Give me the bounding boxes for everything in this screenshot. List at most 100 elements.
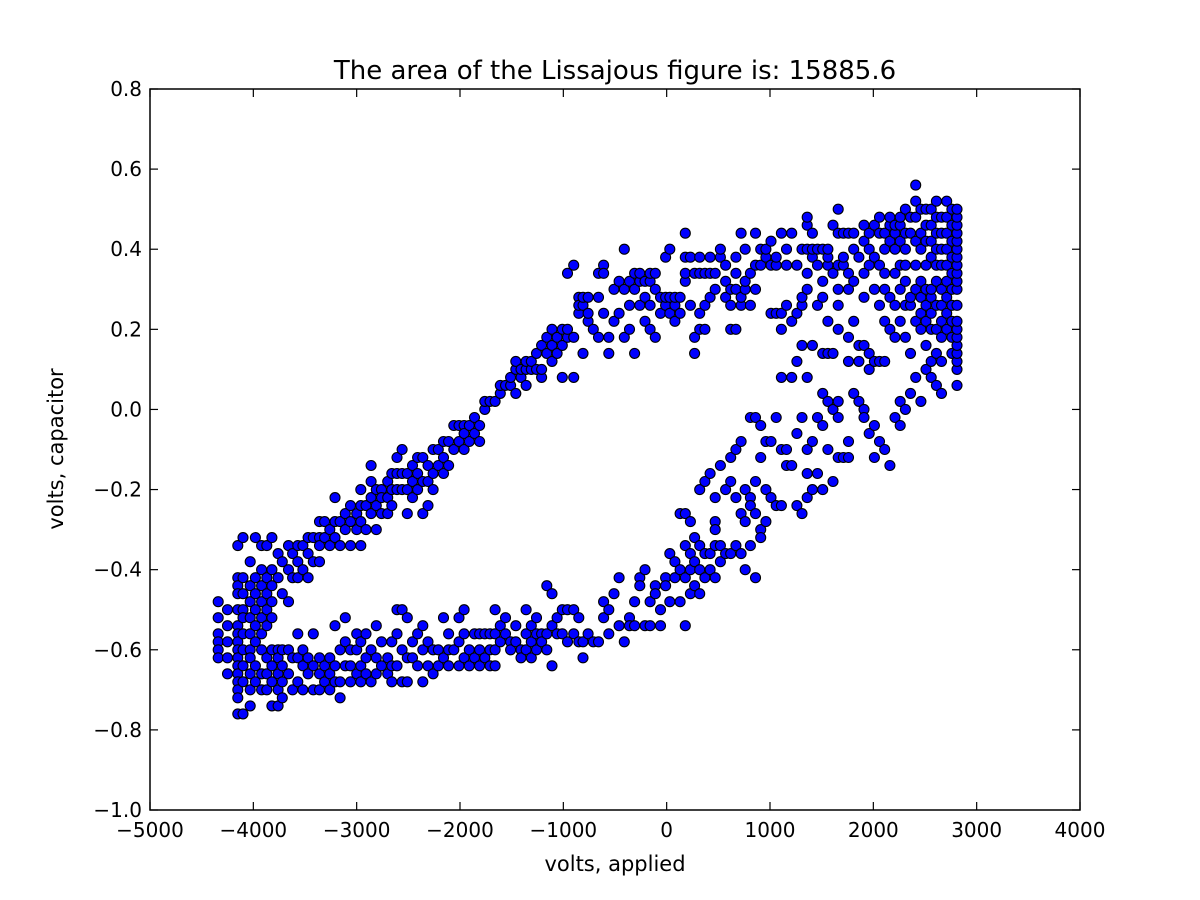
data-point [391, 628, 403, 640]
data-point [674, 596, 686, 608]
data-point [780, 259, 793, 271]
data-point [720, 291, 732, 303]
data-point [868, 251, 880, 263]
data-point [679, 508, 691, 520]
data-point [739, 516, 751, 528]
data-point [334, 540, 346, 552]
data-point [674, 291, 686, 303]
data-point [735, 548, 747, 560]
data-point [437, 467, 450, 480]
data-point [920, 315, 932, 327]
data-point [468, 427, 481, 440]
data-point [489, 660, 501, 672]
data-point [868, 419, 880, 432]
data-point [427, 484, 439, 496]
data-point [530, 612, 543, 624]
data-point [329, 532, 341, 544]
x-tick-label: −5000 [116, 818, 184, 842]
data-point [644, 323, 656, 335]
data-point [282, 596, 295, 608]
data-point [525, 652, 537, 664]
data-point [639, 564, 651, 576]
data-point [249, 588, 261, 600]
data-point [749, 227, 762, 239]
data-point [339, 524, 351, 536]
data-point [649, 588, 661, 600]
data-point [639, 291, 651, 303]
data-point [827, 475, 839, 488]
scatter-points [212, 179, 963, 720]
data-point [664, 548, 676, 560]
x-tick-label: 4000 [1055, 818, 1106, 842]
data-point [811, 467, 824, 480]
data-point [791, 355, 803, 367]
x-tick-label: 2000 [848, 818, 899, 842]
data-point [801, 443, 813, 456]
data-point [749, 508, 762, 520]
data-point [412, 660, 424, 672]
data-point [873, 299, 886, 311]
data-point [221, 620, 234, 632]
data-point [935, 355, 948, 367]
data-point [709, 267, 721, 279]
data-point [577, 652, 589, 664]
data-point [699, 475, 711, 488]
data-point [863, 243, 875, 255]
data-point [935, 387, 948, 399]
data-point [879, 443, 891, 456]
data-point [868, 283, 880, 295]
data-point [587, 323, 599, 335]
data-point [879, 267, 891, 279]
data-point [249, 532, 261, 544]
data-point [276, 692, 288, 704]
data-point [694, 484, 706, 496]
data-point [725, 299, 737, 311]
data-point [704, 467, 716, 480]
data-point [832, 323, 844, 335]
data-point [730, 323, 742, 335]
data-point [339, 508, 351, 520]
data-point [302, 668, 314, 680]
data-point [474, 419, 486, 432]
data-point [546, 588, 558, 600]
data-point [244, 580, 256, 592]
data-point [689, 556, 701, 568]
data-point [261, 668, 273, 680]
data-point [292, 676, 304, 688]
data-point [780, 443, 793, 456]
data-point [329, 660, 341, 672]
data-point [801, 211, 813, 223]
data-point [644, 299, 656, 311]
data-point [842, 435, 855, 448]
data-point [755, 451, 767, 464]
data-point [561, 636, 574, 648]
data-point [499, 628, 512, 640]
data-point [221, 668, 234, 680]
data-point [453, 636, 465, 648]
data-point [801, 371, 813, 383]
data-point [287, 548, 299, 560]
data-point [749, 572, 762, 584]
data-point [910, 179, 922, 191]
data-point [689, 580, 701, 592]
data-point [261, 540, 273, 552]
data-point [904, 347, 917, 359]
data-point [561, 323, 574, 335]
data-point [894, 315, 906, 327]
data-point [704, 291, 716, 303]
data-point [654, 620, 667, 632]
data-point [232, 692, 244, 704]
data-point [618, 331, 630, 343]
data-point [679, 572, 691, 584]
data-point [889, 331, 901, 343]
data-point [669, 556, 681, 568]
data-point [556, 371, 568, 383]
data-point [951, 299, 963, 311]
data-point [694, 588, 706, 600]
data-point [689, 331, 701, 343]
data-point [437, 652, 450, 664]
data-point [324, 524, 336, 536]
data-point [396, 443, 408, 456]
y-axis-ticks: −1.0 −0.8 −0.6 −0.4 −0.2 0.0 0.2 0.4 0.6 0.8 [93, 77, 1080, 822]
data-point [276, 660, 288, 672]
